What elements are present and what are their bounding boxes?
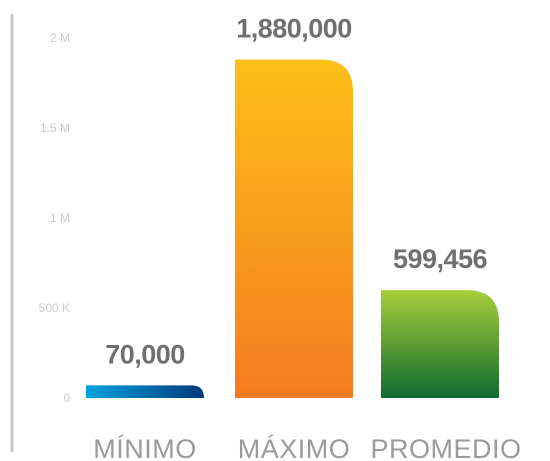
- data-label: 1,880,000: [236, 14, 352, 44]
- bars: [86, 59, 499, 398]
- category-label: PROMEDIO: [370, 434, 521, 461]
- bar-máximo: [235, 59, 353, 398]
- y-tick-label: 0: [63, 391, 70, 405]
- y-tick-label: 1.5 M: [40, 121, 70, 135]
- bar-mínimo: [86, 385, 204, 398]
- data-label: 70,000: [105, 339, 185, 369]
- y-axis-ticks: 0 500 K 1 M 1.5 M 2 M: [39, 31, 71, 405]
- data-labels: 70,000 1,880,000 599,456: [105, 14, 488, 370]
- category-labels: MÍNIMO MÁXIMO PROMEDIO: [93, 434, 521, 461]
- data-label: 599,456: [393, 244, 488, 274]
- category-label: MÍNIMO: [93, 434, 197, 461]
- bar-promedio: [381, 290, 499, 398]
- category-label: MÁXIMO: [238, 434, 351, 461]
- y-tick-label: 1 M: [50, 211, 70, 225]
- y-tick-label: 2 M: [50, 31, 70, 45]
- y-tick-label: 500 K: [39, 301, 70, 315]
